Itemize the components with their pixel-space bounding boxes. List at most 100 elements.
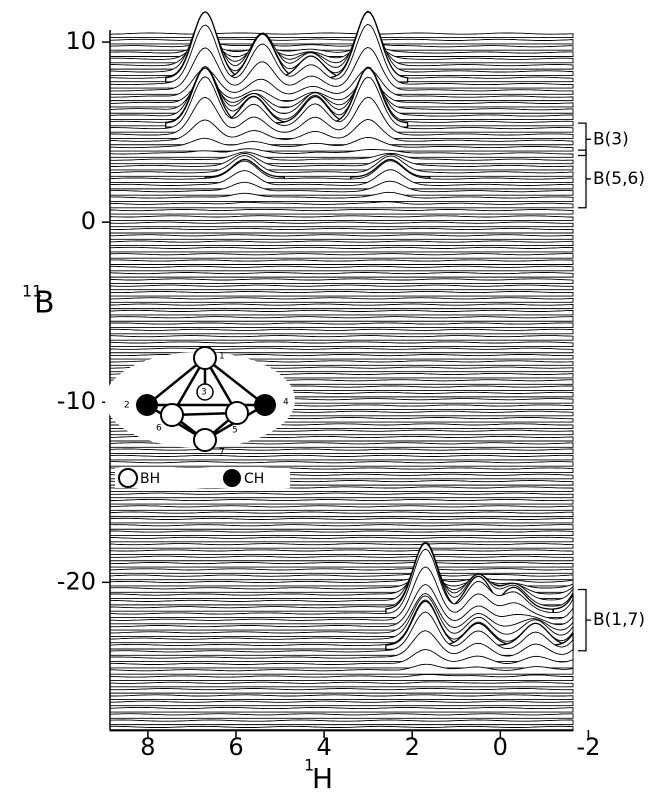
- trace: [109, 119, 574, 146]
- y-label-sup: 11: [22, 282, 42, 301]
- trace: [109, 573, 574, 581]
- trace: [109, 180, 574, 196]
- trace: [109, 47, 574, 95]
- trace: [109, 208, 574, 215]
- annotation-bracket: [578, 122, 591, 157]
- trace: [109, 700, 574, 707]
- trace: [109, 454, 574, 461]
- trace: [109, 567, 574, 574]
- trace: [109, 536, 574, 543]
- atom-label: 5: [232, 426, 238, 436]
- trace: [109, 649, 574, 669]
- trace: [109, 278, 574, 284]
- trace: [109, 630, 574, 663]
- trace: [109, 265, 574, 272]
- y-label: B: [34, 286, 55, 321]
- annotation-bracket: [578, 149, 591, 209]
- x-tick-label: 4: [316, 733, 331, 761]
- trace: [109, 561, 574, 568]
- trace: [109, 303, 574, 310]
- atom-label: 7: [219, 448, 225, 458]
- trace: [109, 719, 574, 726]
- trace: [109, 498, 574, 505]
- trace: [109, 284, 574, 291]
- x-label-sup: 1: [304, 756, 314, 775]
- x-label: H: [312, 762, 333, 795]
- trace: [109, 706, 574, 713]
- annotation-label: B(1,7): [593, 610, 645, 630]
- trace: [109, 96, 574, 139]
- inset-diagram: 1 2 3 4 5 6 7 BH CH: [105, 346, 295, 488]
- trace: [109, 448, 574, 455]
- trace: [109, 335, 574, 341]
- trace: [109, 191, 574, 202]
- trace: [109, 148, 574, 158]
- annotation-bracket: [578, 588, 591, 652]
- atom-label: 6: [156, 424, 162, 434]
- inset-legend: [115, 468, 290, 488]
- y-tick-label: 0: [81, 207, 96, 235]
- trace: [109, 215, 574, 221]
- trace: [109, 328, 574, 335]
- trace: [109, 309, 574, 316]
- x-tick-label: -2: [576, 733, 600, 761]
- annotation-label: B(5,6): [593, 169, 645, 189]
- annotation-label: B(3): [593, 129, 629, 149]
- trace: [109, 297, 574, 303]
- legend-label: BH: [140, 471, 160, 487]
- trace: [109, 234, 574, 240]
- trace: [109, 246, 574, 253]
- trace: [109, 681, 574, 688]
- y-tick-label: -10: [57, 387, 96, 415]
- trace: [109, 169, 574, 190]
- trace: [109, 151, 574, 165]
- trace: [109, 572, 574, 593]
- x-tick-label: 6: [228, 733, 243, 761]
- trace: [109, 687, 574, 694]
- trace: [109, 694, 574, 700]
- y-tick-label: 10: [65, 27, 96, 55]
- trace: [109, 322, 574, 328]
- trace: [109, 524, 574, 530]
- trace: [109, 76, 574, 133]
- trace: [109, 38, 574, 45]
- trace: [109, 673, 574, 681]
- trace: [109, 663, 574, 675]
- trace: [109, 240, 574, 247]
- trace: [109, 272, 574, 278]
- trace: [109, 530, 574, 536]
- x-tick-label: 0: [493, 733, 508, 761]
- trace: [109, 713, 574, 719]
- trace: [109, 221, 574, 228]
- trace: [109, 68, 574, 102]
- trace: [109, 259, 574, 265]
- trace: [109, 461, 574, 467]
- trace: [109, 347, 574, 354]
- trace: [109, 153, 574, 171]
- x-tick-label: 2: [405, 733, 420, 761]
- y-tick-label: -20: [57, 567, 96, 595]
- trace: [109, 543, 574, 549]
- trace: [109, 316, 574, 322]
- trace: [109, 13, 574, 76]
- trace: [109, 505, 574, 511]
- trace: [109, 511, 574, 518]
- atom-label: 4: [283, 398, 289, 408]
- atom-label: 3: [201, 388, 207, 398]
- atom-label: 2: [124, 401, 130, 411]
- trace: [109, 136, 574, 152]
- trace: [109, 549, 574, 555]
- trace: [109, 341, 574, 347]
- trace: [109, 42, 574, 51]
- trace: [109, 290, 574, 297]
- atom-label: 1: [219, 352, 225, 362]
- trace: [109, 201, 574, 209]
- trace: [109, 517, 574, 524]
- x-tick-label: 8: [140, 733, 155, 761]
- trace: [109, 23, 574, 89]
- legend-label: CH: [244, 471, 264, 487]
- trace: [109, 160, 574, 184]
- trace: [109, 555, 574, 562]
